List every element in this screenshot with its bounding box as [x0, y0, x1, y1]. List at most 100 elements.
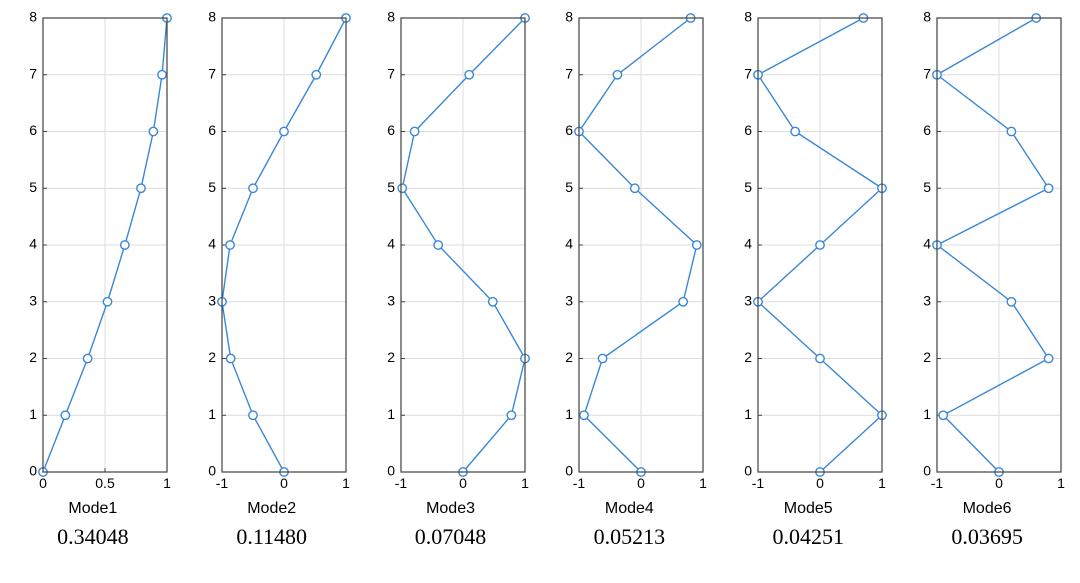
y-tick-label: 4: [29, 236, 37, 252]
panel-mode-6: 012345678-101Mode60.03695: [901, 8, 1073, 550]
y-tick-label: 6: [387, 122, 395, 138]
panel-caption-value: 0.07048: [415, 524, 487, 550]
y-tick-label: 1: [208, 406, 216, 422]
y-tick-label: 2: [923, 349, 931, 365]
mode-plot-6: 012345678-101: [901, 8, 1073, 498]
series-marker: [1044, 354, 1052, 362]
series-marker: [507, 411, 515, 419]
y-tick-label: 2: [744, 349, 752, 365]
x-tick-label: -1: [573, 475, 586, 491]
panel-caption-value: 0.04251: [772, 524, 844, 550]
panel-mode-4: 012345678-101Mode40.05213: [543, 8, 715, 550]
panel-mode-1: 01234567800.51Mode10.34048: [7, 8, 179, 550]
y-tick-label: 8: [566, 9, 574, 25]
panels-row: 01234567800.51Mode10.34048012345678-101M…: [0, 8, 1080, 550]
x-tick-label: 0: [637, 475, 645, 491]
panel-xlabel: Mode5: [784, 500, 833, 518]
x-tick-label: 0: [459, 475, 467, 491]
mode-plot-1: 01234567800.51: [7, 8, 179, 498]
y-tick-label: 7: [923, 65, 931, 81]
y-tick-label: 3: [208, 292, 216, 308]
y-tick-label: 5: [566, 179, 574, 195]
x-tick-label: -1: [752, 475, 765, 491]
x-tick-label: -1: [931, 475, 944, 491]
series-marker: [1007, 298, 1015, 306]
x-tick-label: 0: [280, 475, 288, 491]
y-tick-label: 1: [744, 406, 752, 422]
series-marker: [434, 241, 442, 249]
panel-caption-value: 0.05213: [594, 524, 666, 550]
x-tick-label: 0: [816, 475, 824, 491]
y-tick-label: 8: [744, 9, 752, 25]
y-tick-label: 8: [208, 9, 216, 25]
y-tick-label: 1: [923, 406, 931, 422]
x-tick-label: 1: [163, 475, 171, 491]
y-tick-label: 8: [29, 9, 37, 25]
panel-caption-value: 0.03695: [951, 524, 1023, 550]
series-marker: [158, 71, 166, 79]
series-marker: [580, 411, 588, 419]
series-marker: [1044, 184, 1052, 192]
y-tick-label: 6: [744, 122, 752, 138]
series-marker: [279, 127, 287, 135]
panel-xlabel: Mode4: [605, 500, 654, 518]
y-tick-label: 3: [387, 292, 395, 308]
series-marker: [816, 354, 824, 362]
y-tick-label: 3: [923, 292, 931, 308]
series-marker: [631, 184, 639, 192]
y-tick-label: 4: [387, 236, 395, 252]
panel-xlabel: Mode6: [963, 500, 1012, 518]
series-marker: [137, 184, 145, 192]
y-tick-label: 7: [208, 65, 216, 81]
x-tick-label: 0: [39, 475, 47, 491]
series-marker: [83, 354, 91, 362]
y-tick-label: 7: [744, 65, 752, 81]
series-marker: [149, 127, 157, 135]
series-marker: [226, 241, 234, 249]
series-marker: [398, 184, 406, 192]
y-tick-label: 2: [387, 349, 395, 365]
y-tick-label: 2: [208, 349, 216, 365]
series-marker: [816, 241, 824, 249]
series-marker: [120, 241, 128, 249]
y-tick-label: 7: [566, 65, 574, 81]
y-tick-label: 1: [387, 406, 395, 422]
y-tick-label: 3: [744, 292, 752, 308]
y-tick-label: 6: [566, 122, 574, 138]
y-tick-label: 4: [744, 236, 752, 252]
panel-xlabel: Mode3: [426, 500, 475, 518]
panel-mode-5: 012345678-101Mode50.04251: [722, 8, 894, 550]
series-marker: [1007, 127, 1015, 135]
x-tick-label: 1: [699, 475, 707, 491]
panel-mode-2: 012345678-101Mode20.11480: [186, 8, 358, 550]
series-marker: [693, 241, 701, 249]
panel-caption-value: 0.11480: [236, 524, 307, 550]
series-marker: [248, 411, 256, 419]
x-tick-label: 1: [878, 475, 886, 491]
y-tick-label: 7: [29, 65, 37, 81]
y-tick-label: 6: [208, 122, 216, 138]
mode-plot-2: 012345678-101: [186, 8, 358, 498]
x-tick-label: 1: [342, 475, 350, 491]
y-tick-label: 6: [29, 122, 37, 138]
y-tick-label: 6: [923, 122, 931, 138]
series-marker: [312, 71, 320, 79]
series-marker: [410, 127, 418, 135]
x-tick-label: 1: [521, 475, 529, 491]
series-marker: [791, 127, 799, 135]
y-tick-label: 2: [29, 349, 37, 365]
y-tick-label: 5: [29, 179, 37, 195]
y-tick-label: 5: [208, 179, 216, 195]
y-tick-label: 5: [744, 179, 752, 195]
series-marker: [226, 354, 234, 362]
series-marker: [599, 354, 607, 362]
x-tick-label: 0: [995, 475, 1003, 491]
mode-plot-5: 012345678-101: [722, 8, 894, 498]
series-marker: [679, 298, 687, 306]
y-tick-label: 3: [29, 292, 37, 308]
y-tick-label: 4: [566, 236, 574, 252]
y-tick-label: 1: [566, 406, 574, 422]
series-marker: [61, 411, 69, 419]
panel-xlabel: Mode2: [247, 500, 296, 518]
series-marker: [465, 71, 473, 79]
